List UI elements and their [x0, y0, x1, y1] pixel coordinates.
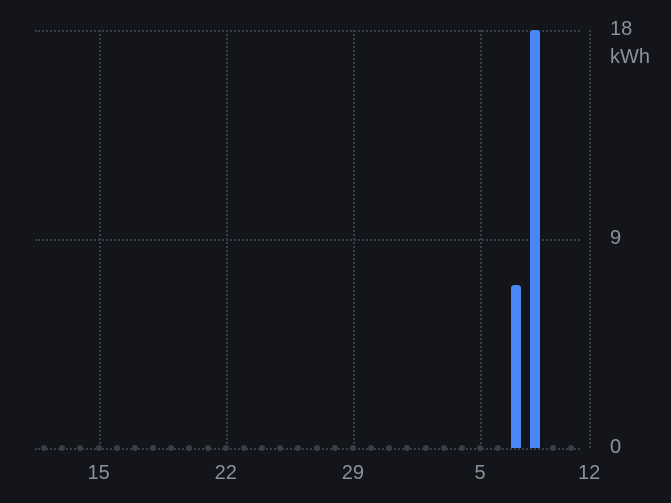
- gridline-vertical: [99, 30, 101, 448]
- x-axis-tick-label: 22: [215, 462, 237, 485]
- x-axis-tick-label: 15: [87, 462, 109, 485]
- zero-marker: [568, 445, 574, 451]
- zero-marker: [314, 445, 320, 451]
- x-axis-tick-label: 5: [475, 462, 486, 485]
- gridline-horizontal: [35, 30, 580, 32]
- gridline-vertical: [226, 30, 228, 448]
- zero-marker: [368, 445, 374, 451]
- zero-marker: [186, 445, 192, 451]
- zero-marker: [477, 445, 483, 451]
- zero-marker: [550, 445, 556, 451]
- zero-marker: [423, 445, 429, 451]
- plot-area: [35, 30, 580, 448]
- bar: [511, 285, 521, 448]
- zero-marker: [350, 445, 356, 451]
- zero-marker: [41, 445, 47, 451]
- zero-marker: [132, 445, 138, 451]
- zero-marker: [223, 445, 229, 451]
- zero-marker: [150, 445, 156, 451]
- y-axis-unit-label: kWh: [610, 46, 650, 69]
- x-axis-tick-label: 12: [578, 462, 600, 485]
- gridline-vertical: [353, 30, 355, 448]
- y-axis-tick-label: 18: [610, 18, 632, 41]
- zero-marker: [332, 445, 338, 451]
- zero-marker: [59, 445, 65, 451]
- zero-marker: [495, 445, 501, 451]
- zero-marker: [168, 445, 174, 451]
- zero-marker: [259, 445, 265, 451]
- zero-marker: [386, 445, 392, 451]
- bar: [530, 30, 540, 448]
- zero-marker: [241, 445, 247, 451]
- zero-marker: [441, 445, 447, 451]
- zero-marker: [295, 445, 301, 451]
- gridline-vertical: [480, 30, 482, 448]
- zero-marker: [96, 445, 102, 451]
- y-axis-tick-label: 0: [610, 436, 621, 459]
- x-axis-tick-label: 29: [342, 462, 364, 485]
- energy-bar-chart: 0 9 18 kWh 15 22 29 5 12: [0, 0, 671, 503]
- y-axis-tick-label: 9: [610, 227, 621, 250]
- gridline-vertical: [589, 30, 591, 448]
- zero-marker: [77, 445, 83, 451]
- zero-marker: [459, 445, 465, 451]
- zero-marker: [277, 445, 283, 451]
- zero-marker: [404, 445, 410, 451]
- zero-marker: [205, 445, 211, 451]
- gridline-horizontal: [35, 239, 580, 241]
- zero-marker: [114, 445, 120, 451]
